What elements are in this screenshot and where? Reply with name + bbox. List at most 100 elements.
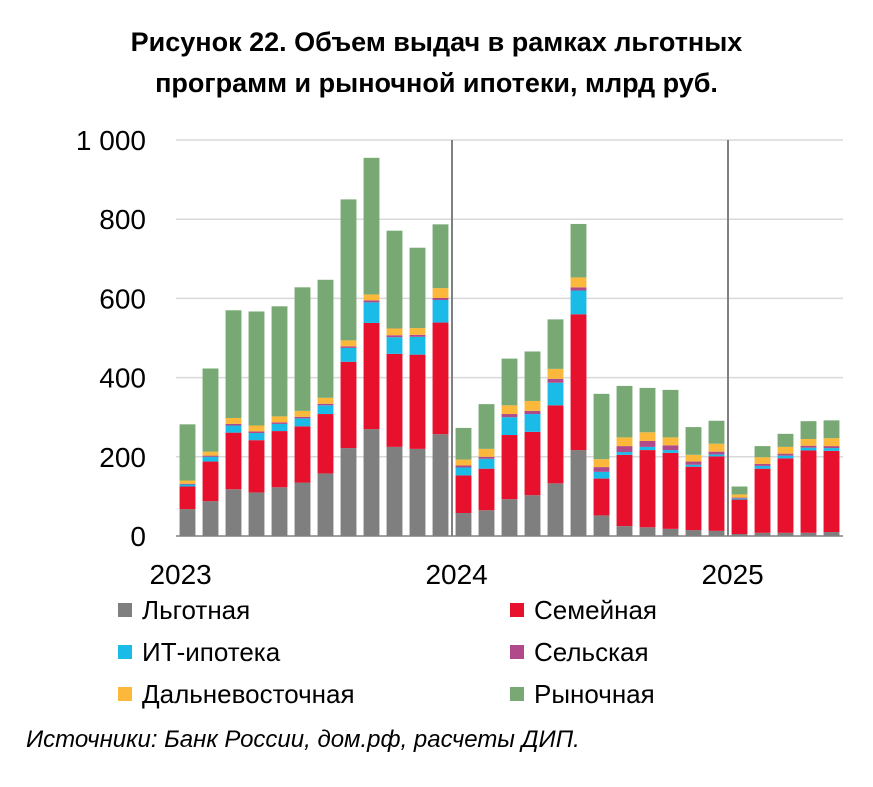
bar-segment-lgotnaya bbox=[800, 532, 817, 536]
bar-segment-it bbox=[225, 425, 242, 433]
bar-segment-selskaya bbox=[639, 440, 656, 447]
bar-segment-dv bbox=[708, 443, 725, 452]
bar-segment-rynochnaya bbox=[685, 427, 702, 455]
bar-segment-rynochnaya bbox=[754, 446, 771, 458]
bar-segment-selskaya bbox=[248, 431, 265, 434]
bar-segment-semeynaya bbox=[294, 426, 311, 483]
bar-segment-lgotnaya bbox=[731, 534, 748, 536]
legend-swatch bbox=[118, 603, 132, 617]
bar-segment-dv bbox=[639, 432, 656, 441]
bar-segment-dv bbox=[616, 437, 633, 447]
bar-segment-it bbox=[800, 447, 817, 451]
legend-item-dv: Дальневосточная bbox=[118, 674, 355, 714]
chart-title: Рисунок 22. Объем выдач в рамках льготны… bbox=[0, 22, 873, 104]
bar-segment-semeynaya bbox=[248, 440, 265, 493]
bar-segment-selskaya bbox=[340, 346, 357, 348]
bar-segment-lgotnaya bbox=[294, 482, 311, 536]
bar-segment-selskaya bbox=[202, 455, 219, 457]
bar-segment-semeynaya bbox=[432, 322, 449, 435]
x-tick-label: 2024 bbox=[425, 559, 487, 590]
bar-segment-rynochnaya bbox=[271, 306, 288, 417]
legend-item-rynochnaya: Рыночная bbox=[510, 674, 655, 714]
legend-label: Льготная bbox=[142, 594, 251, 625]
y-tick-label: 1 000 bbox=[76, 125, 146, 156]
bar-segment-dv bbox=[179, 480, 196, 484]
bar-segment-it bbox=[524, 414, 541, 432]
legend-item-it: ИТ-ипотека bbox=[118, 632, 280, 672]
bar-segment-rynochnaya bbox=[478, 404, 495, 449]
bar-segment-selskaya bbox=[294, 416, 311, 419]
bar-segment-it bbox=[409, 336, 426, 355]
bar-segment-it bbox=[616, 452, 633, 455]
chart-title-line2: программ и рыночной ипотеки, млрд руб. bbox=[155, 68, 718, 98]
bar-segment-dv bbox=[685, 454, 702, 462]
bar-segment-selskaya bbox=[455, 465, 472, 468]
bar-segment-lgotnaya bbox=[179, 509, 196, 536]
bar-segment-semeynaya bbox=[409, 354, 426, 449]
legend-swatch bbox=[118, 687, 132, 701]
bar-segment-rynochnaya bbox=[616, 385, 633, 438]
bar-segment-lgotnaya bbox=[685, 530, 702, 536]
y-tick-label: 600 bbox=[99, 283, 146, 314]
bar-segment-semeynaya bbox=[800, 450, 817, 533]
bar-segment-it bbox=[340, 347, 357, 362]
bar-segment-selskaya bbox=[754, 463, 771, 466]
bar-segment-selskaya bbox=[616, 446, 633, 453]
bar-segment-semeynaya bbox=[593, 478, 610, 516]
bar-segment-semeynaya bbox=[754, 468, 771, 533]
bar-segment-dv bbox=[570, 277, 587, 288]
bar-segment-dv bbox=[731, 494, 748, 498]
legend-label: Дальневосточная bbox=[142, 678, 355, 709]
bar-segment-semeynaya bbox=[685, 466, 702, 531]
bar-segment-selskaya bbox=[662, 445, 679, 451]
bar-segment-rynochnaya bbox=[248, 311, 265, 426]
bar-segment-dv bbox=[317, 397, 334, 404]
bar-segment-it bbox=[593, 471, 610, 479]
bar-segment-rynochnaya bbox=[294, 287, 311, 411]
bar-segment-it bbox=[455, 467, 472, 476]
bar-segment-dv bbox=[432, 288, 449, 299]
bar-segment-selskaya bbox=[478, 456, 495, 459]
bar-segment-lgotnaya bbox=[754, 532, 771, 536]
bar-segment-selskaya bbox=[731, 497, 748, 499]
bar-segment-semeynaya bbox=[455, 475, 472, 514]
bar-segment-semeynaya bbox=[340, 361, 357, 449]
bar-segment-selskaya bbox=[547, 378, 564, 383]
bar-segment-lgotnaya bbox=[363, 429, 380, 536]
bar-segment-semeynaya bbox=[570, 314, 587, 451]
source-note: Источники: Банк России, дом.рф, расчеты … bbox=[26, 726, 580, 753]
bar-segment-dv bbox=[363, 294, 380, 301]
bar-segment-rynochnaya bbox=[501, 358, 518, 406]
chart-legend: Льготная Семейная ИТ-ипотека Сельская Дальне… bbox=[0, 590, 873, 720]
bar-segment-selskaya bbox=[823, 446, 840, 449]
bar-segment-lgotnaya bbox=[409, 448, 426, 536]
bar-segment-lgotnaya bbox=[662, 528, 679, 536]
bar-segment-rynochnaya bbox=[593, 393, 610, 460]
bar-segment-rynochnaya bbox=[800, 421, 817, 439]
bar-segment-selskaya bbox=[777, 453, 794, 456]
bar-segment-it bbox=[731, 498, 748, 500]
bar-segment-it bbox=[478, 458, 495, 469]
bar-segment-it bbox=[317, 405, 334, 415]
legend-swatch bbox=[510, 603, 524, 617]
y-tick-label: 400 bbox=[99, 363, 146, 394]
bar-segment-lgotnaya bbox=[478, 510, 495, 536]
bar-segment-rynochnaya bbox=[202, 368, 219, 452]
bar-segment-selskaya bbox=[524, 410, 541, 415]
bar-segment-it bbox=[202, 456, 219, 462]
bar-segment-dv bbox=[340, 340, 357, 347]
bar-segment-lgotnaya bbox=[386, 446, 403, 536]
bar-segment-semeynaya bbox=[386, 353, 403, 447]
bar-segment-selskaya bbox=[409, 334, 426, 337]
bar-segment-rynochnaya bbox=[340, 199, 357, 341]
bar-segment-it bbox=[294, 418, 311, 427]
bar-segment-rynochnaya bbox=[455, 427, 472, 460]
bar-segment-dv bbox=[754, 457, 771, 464]
bar-segment-it bbox=[386, 337, 403, 354]
bar-segment-it bbox=[708, 454, 725, 457]
bar-segment-lgotnaya bbox=[202, 501, 219, 536]
bar-segment-semeynaya bbox=[179, 486, 196, 510]
bar-segment-lgotnaya bbox=[524, 495, 541, 536]
bar-segment-lgotnaya bbox=[455, 513, 472, 536]
bar-segment-semeynaya bbox=[823, 450, 840, 533]
